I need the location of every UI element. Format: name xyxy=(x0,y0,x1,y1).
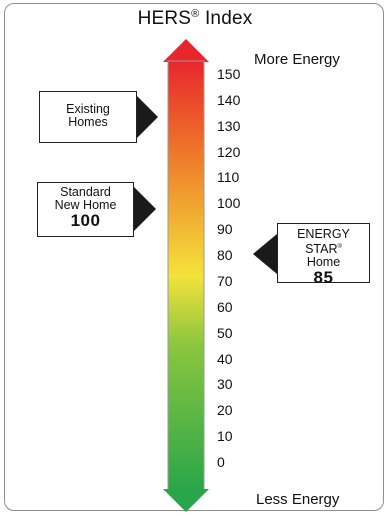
less-energy-label: Less Energy xyxy=(256,491,340,508)
energy-star-score: 85 xyxy=(313,268,334,287)
more-energy-label: More Energy xyxy=(254,51,340,68)
energy-gradient-bar xyxy=(167,60,205,491)
tick-label-20: 20 xyxy=(217,402,233,419)
tick-label-100: 100 xyxy=(217,195,241,212)
tick-label-50: 50 xyxy=(217,324,233,341)
tick-label-90: 90 xyxy=(217,221,233,238)
title-suffix: Index xyxy=(199,8,253,29)
energy-star-line1: ENERGY STAR® xyxy=(278,228,369,256)
tick-label-140: 140 xyxy=(217,91,241,108)
energy-star-line2: Home xyxy=(306,255,341,269)
energy-star-pointer xyxy=(253,234,277,274)
tick-label-80: 80 xyxy=(217,247,233,264)
tick-label-120: 120 xyxy=(217,143,241,160)
registered-mark: ® xyxy=(191,8,200,20)
existing-homes-label: Existing Homes xyxy=(39,91,137,143)
tick-label-10: 10 xyxy=(217,428,233,445)
chart-title: HERS® Index xyxy=(0,8,390,30)
energy-star-registered-mark: ® xyxy=(337,244,342,250)
tick-label-70: 70 xyxy=(217,272,233,289)
standard-line2: New Home xyxy=(54,198,117,212)
standard-new-home-label: Standard New Home 100 xyxy=(37,182,134,237)
standard-new-home-pointer xyxy=(134,187,156,231)
down-arrow-head xyxy=(163,489,209,512)
tick-label-150: 150 xyxy=(217,66,241,82)
standard-line1: Standard xyxy=(60,185,111,199)
existing-line1: Existing xyxy=(66,102,110,116)
existing-line2: Homes xyxy=(68,115,108,129)
tick-label-0: 0 xyxy=(217,454,225,470)
title-text: HERS xyxy=(137,8,192,29)
tick-label-60: 60 xyxy=(217,298,233,315)
tick-label-130: 130 xyxy=(217,117,241,134)
standard-score: 100 xyxy=(70,211,101,230)
tick-label-40: 40 xyxy=(217,350,233,367)
energy-star-home-label: ENERGY STAR® Home 85 xyxy=(277,223,370,287)
up-arrow-head xyxy=(163,39,209,62)
tick-label-110: 110 xyxy=(217,169,240,186)
tick-label-30: 30 xyxy=(217,376,233,393)
energy-star-text: ENERGY STAR xyxy=(297,227,350,256)
existing-homes-pointer xyxy=(137,96,158,138)
